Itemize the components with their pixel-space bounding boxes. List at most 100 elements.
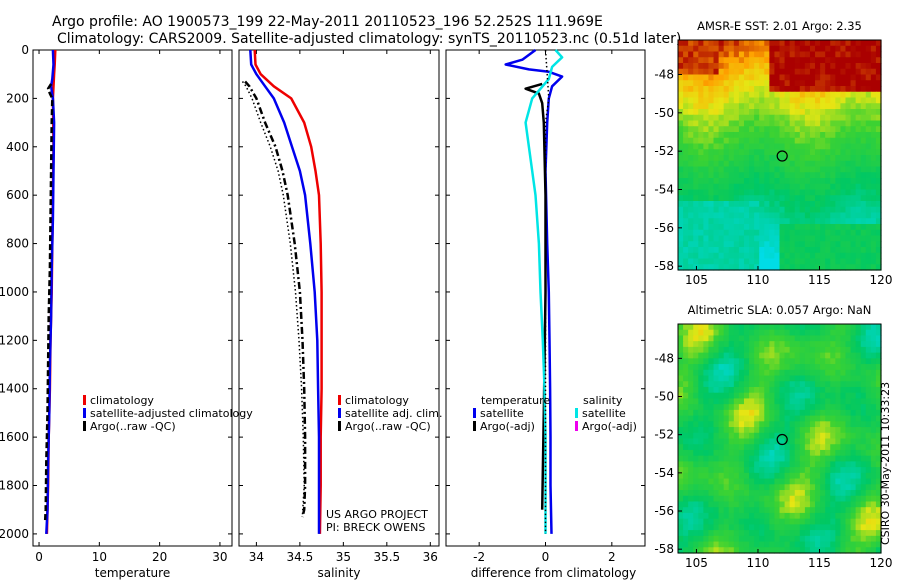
heatmap-cell [693,421,699,428]
heatmap-cell [683,375,689,382]
heatmap-cell [825,166,831,173]
heatmap-cell [749,346,755,354]
heatmap-cell [703,352,710,359]
heatmap-cell [708,358,715,365]
heatmap-cell [835,392,841,400]
heatmap-cell [845,346,852,354]
heatmap-cell [875,324,882,331]
heatmap-cell [794,229,801,237]
heatmap-cell [683,241,689,248]
heatmap-cell [774,455,781,462]
heatmap-cell [759,415,765,422]
heatmap-cell [825,212,831,219]
heatmap-cell [718,352,725,359]
heatmap-cell [850,235,857,242]
heatmap-cell [743,329,750,337]
heatmap-cell [754,438,760,445]
heatmap-cell [865,547,872,554]
heatmap-cell [683,235,689,242]
heatmap-cell [825,126,831,133]
heatmap-cell [774,172,781,179]
heatmap-cell [683,495,689,503]
heatmap-cell [733,547,740,554]
heatmap-cell [683,40,689,47]
heatmap-cell [764,484,770,491]
x-tick-label: 2 [608,550,616,564]
heatmap-cell [835,97,841,104]
heatmap-cell [764,195,770,202]
heatmap-cell [774,178,781,185]
heatmap-cell [728,212,735,219]
heatmap-cell [703,206,710,214]
heatmap-cell [840,195,847,202]
heatmap-cell [759,137,765,145]
heatmap-cell [683,364,689,371]
heatmap-cell [743,404,750,411]
x-tick-label: -2 [473,550,485,564]
heatmap-cell [804,507,811,514]
y-tick-label: 1600 [0,430,29,444]
heatmap-cell [860,51,867,58]
heatmap-cell [723,143,730,150]
heatmap-cell [835,495,841,503]
heatmap-cell [723,160,730,168]
heatmap-cell [860,415,867,422]
heatmap-cell [845,68,852,76]
heatmap-cell [825,206,831,214]
heatmap-cell [789,166,796,173]
heatmap-cell [683,455,689,462]
heatmap-cell [769,132,776,139]
heatmap-cell [820,530,826,537]
heatmap-cell [779,352,786,359]
heatmap-cell [789,258,796,265]
heatmap-cell [794,369,801,377]
heatmap-cell [784,241,791,248]
heatmap-cell [764,114,770,122]
heatmap-cell [749,137,755,145]
x-tick-label: 105 [685,273,708,287]
heatmap-cell [875,247,882,254]
legend-label: Argo(-adj) [582,420,637,433]
heatmap-cell [728,438,735,445]
heatmap-cell [678,258,684,265]
heatmap-cell [779,68,786,76]
heatmap-cell [875,258,882,265]
heatmap-cell [804,97,811,104]
heatmap-cell [738,329,745,337]
heatmap-cell [804,484,811,491]
heatmap-cell [759,409,765,417]
heatmap-cell [718,206,725,214]
heatmap-cell [713,438,720,445]
heatmap-cell [835,68,841,76]
heatmap-cell [769,415,776,422]
heatmap-cell [733,195,740,202]
heatmap-cell [743,427,750,434]
heatmap-cell [703,114,710,122]
heatmap-cell [728,229,735,237]
heatmap-cell [860,149,867,156]
heatmap-cell [754,324,760,331]
heatmap-cell [698,51,704,58]
heatmap-cell [688,224,694,231]
heatmap-cell [678,409,684,417]
heatmap-cell [779,409,786,417]
heatmap-cell [688,114,694,122]
heatmap-cell [688,495,694,503]
heatmap-cell [840,235,847,242]
heatmap-cell [718,501,725,508]
heatmap-cell [774,74,781,81]
heatmap-cell [743,183,750,191]
y-tick-label: 800 [6,237,29,251]
heatmap-cell [728,501,735,508]
heatmap-cell [860,137,867,145]
heatmap-cell [754,404,760,411]
heatmap-cell [815,109,821,116]
heatmap-cell [723,490,730,497]
heatmap-cell [698,166,704,173]
heatmap-cell [764,189,770,196]
heatmap-cell [860,264,867,271]
heatmap-cell [855,495,862,503]
heatmap-cell [754,461,760,468]
heatmap-cell [713,241,720,248]
heatmap-cell [865,535,872,543]
